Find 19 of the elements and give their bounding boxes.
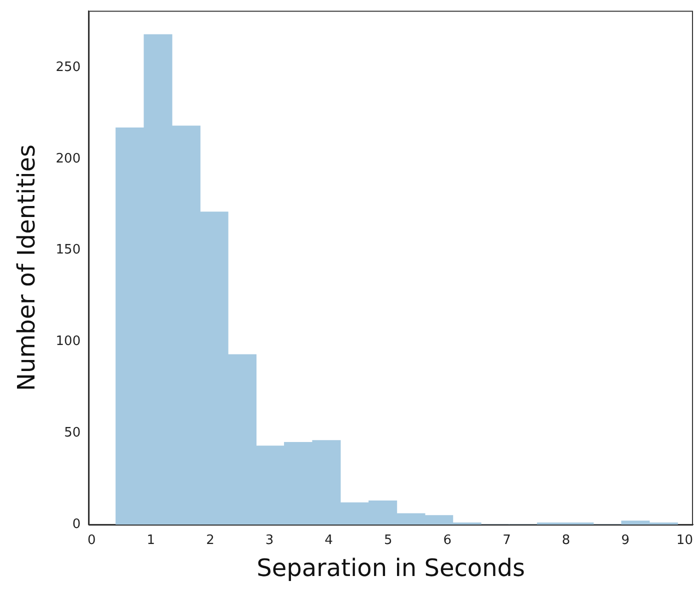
x-axis-title: Separation in Seconds: [256, 554, 526, 582]
x-tick-label: 5: [384, 532, 392, 548]
x-tick-label: 4: [324, 532, 333, 548]
x-tick-label: 8: [562, 532, 570, 548]
x-tick-label: 7: [502, 532, 511, 548]
x-tick-label: 3: [265, 532, 274, 548]
x-tick-label: 1: [146, 532, 156, 548]
y-axis-title: Number of Identities: [12, 144, 41, 391]
y-tick-label: 250: [56, 60, 81, 75]
y-tick-label: 200: [56, 151, 81, 166]
x-tick-label: 10: [676, 532, 693, 548]
x-tick-label: 6: [443, 532, 452, 548]
x-tick-label: 9: [621, 532, 630, 548]
x-tick-label: 2: [206, 532, 214, 548]
y-tick-label: 150: [56, 242, 81, 258]
x-tick-label: 0: [87, 532, 96, 548]
y-tick-label: 100: [56, 334, 81, 350]
y-tick-label: 50: [64, 426, 81, 441]
y-tick-label: 0: [72, 516, 81, 532]
